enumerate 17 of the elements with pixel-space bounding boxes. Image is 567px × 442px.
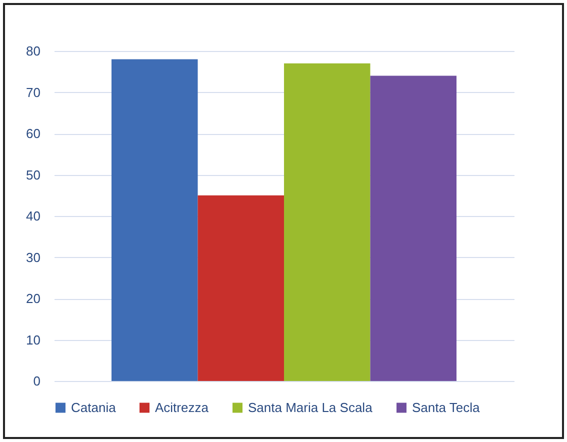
- bar: [198, 195, 284, 381]
- y-tick-label: 60: [26, 126, 40, 141]
- y-tick-label: 0: [33, 374, 40, 388]
- y-tick-label: 30: [26, 250, 40, 265]
- legend-label: Santa Tecla: [412, 400, 480, 415]
- bar: [112, 59, 198, 381]
- y-tick-label: 40: [26, 208, 40, 224]
- legend-label: Santa Maria La Scala: [248, 400, 374, 415]
- y-tick-label: 70: [26, 84, 40, 100]
- legend-label: Acitrezza: [155, 400, 210, 415]
- bar: [370, 76, 456, 381]
- y-tick-label: 10: [26, 332, 40, 348]
- y-tick-label: 80: [26, 44, 40, 58]
- y-tick-label: 50: [26, 167, 40, 182]
- y-tick-label: 20: [26, 291, 40, 306]
- bar: [284, 63, 370, 381]
- legend-label: Catania: [71, 400, 117, 415]
